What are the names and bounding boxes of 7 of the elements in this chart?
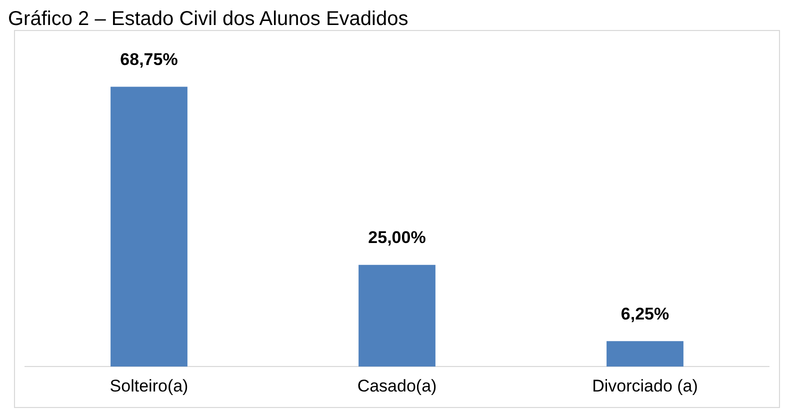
x-tick-label: Solteiro(a) — [110, 376, 188, 396]
data-label: 6,25% — [620, 304, 670, 324]
chart-title: Gráfico 2 – Estado Civil dos Alunos Evadidos — [8, 8, 410, 30]
x-tick-label: Divorciado (a) — [592, 376, 698, 396]
data-label: 68,75% — [120, 50, 178, 69]
data-label: 25,00% — [368, 228, 426, 248]
x-tick-label: Casado(a) — [357, 376, 437, 396]
